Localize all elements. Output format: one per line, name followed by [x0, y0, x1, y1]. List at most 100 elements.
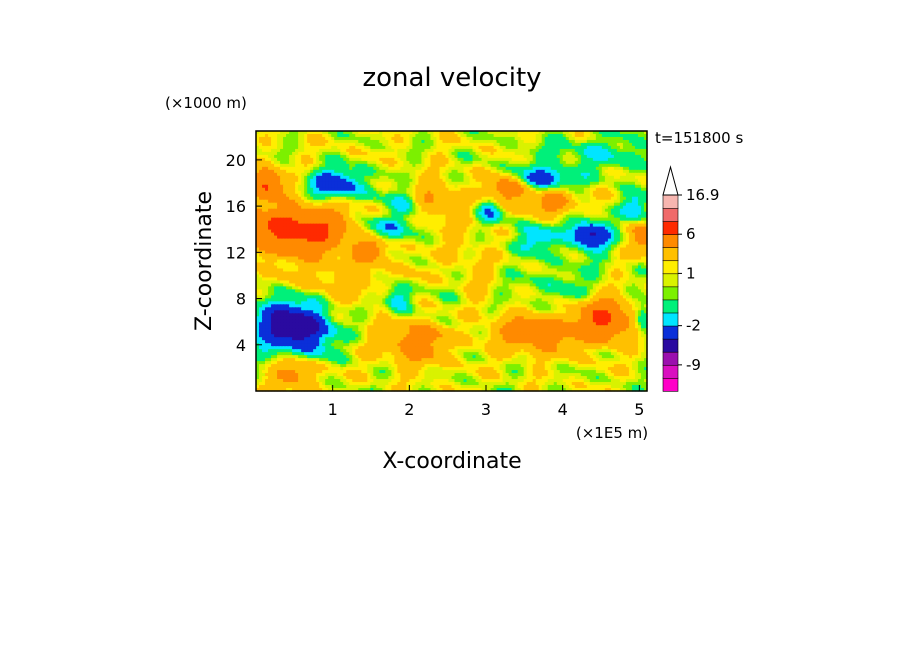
heatmap-cell	[556, 187, 561, 192]
heatmap-cell	[484, 214, 489, 219]
heatmap-cell	[454, 208, 459, 213]
heatmap-cell	[454, 169, 459, 174]
heatmap-cell	[466, 133, 471, 138]
heatmap-cell	[331, 220, 335, 225]
heatmap-cell	[436, 202, 441, 207]
heatmap-cell	[313, 244, 317, 249]
heatmap-cell	[310, 223, 314, 228]
heatmap-cell	[448, 139, 453, 144]
heatmap-cell	[361, 220, 365, 225]
heatmap-cell	[526, 166, 531, 171]
heatmap-cell	[604, 211, 609, 216]
heatmap-cell	[502, 199, 507, 204]
heatmap-cell	[598, 181, 603, 186]
heatmap-cell	[637, 226, 642, 231]
heatmap-cell	[454, 148, 459, 153]
heatmap-cell	[520, 187, 525, 192]
heatmap-cell	[508, 154, 513, 159]
heatmap-cell	[307, 205, 311, 210]
heatmap-cell	[424, 157, 429, 162]
heatmap-cell	[391, 238, 395, 243]
heatmap-cell	[592, 151, 597, 156]
heatmap-cell	[373, 187, 377, 192]
heatmap-cell	[511, 157, 516, 162]
heatmap-cell	[637, 157, 642, 162]
heatmap-cell	[520, 226, 525, 231]
heatmap-cell	[505, 148, 510, 153]
heatmap-cell	[565, 223, 570, 228]
heatmap-cell	[535, 232, 540, 237]
heatmap-cell	[451, 226, 456, 231]
heatmap-cell	[274, 208, 278, 213]
heatmap-cell	[457, 166, 462, 171]
heatmap-cell	[613, 151, 618, 156]
heatmap-cell	[382, 166, 386, 171]
heatmap-cell	[571, 238, 576, 243]
heatmap-cell	[289, 160, 293, 165]
heatmap-cell	[424, 235, 429, 240]
heatmap-cell	[583, 190, 588, 195]
heatmap-cell	[328, 196, 332, 201]
heatmap-cell	[379, 193, 383, 198]
heatmap-cell	[391, 196, 395, 201]
heatmap-cell	[583, 157, 588, 162]
heatmap-cell	[394, 157, 398, 162]
heatmap-cell	[445, 211, 450, 216]
heatmap-cell	[358, 199, 362, 204]
time-label: t=151800 s	[655, 129, 743, 147]
heatmap-cell	[568, 223, 573, 228]
heatmap-cell	[445, 139, 450, 144]
heatmap-cell	[283, 229, 287, 234]
heatmap-cell	[427, 136, 432, 141]
heatmap-cell	[424, 229, 429, 234]
heatmap-cell	[469, 199, 474, 204]
heatmap-cell	[277, 223, 281, 228]
heatmap-cell	[580, 151, 585, 156]
heatmap-cell	[601, 139, 606, 144]
heatmap-cell	[442, 220, 447, 225]
heatmap-cell	[595, 217, 600, 222]
heatmap-cell	[391, 208, 395, 213]
heatmap-cell	[376, 133, 380, 138]
heatmap-cell	[268, 131, 272, 135]
heatmap-cell	[472, 145, 477, 150]
heatmap-cell	[610, 211, 615, 216]
heatmap-cell	[559, 214, 564, 219]
heatmap-cell	[598, 241, 603, 246]
heatmap-cell	[421, 235, 426, 240]
heatmap-cell	[409, 166, 413, 171]
heatmap-cell	[478, 211, 483, 216]
heatmap-cell	[559, 139, 564, 144]
heatmap-cell	[535, 151, 540, 156]
heatmap-cell	[286, 145, 290, 150]
heatmap-cell	[484, 232, 489, 237]
heatmap-cell	[409, 226, 413, 231]
heatmap-cell	[481, 154, 486, 159]
heatmap-cell	[286, 229, 290, 234]
heatmap-cell	[517, 169, 522, 174]
heatmap-cell	[436, 229, 441, 234]
heatmap-cell	[319, 157, 323, 162]
heatmap-cell	[412, 205, 417, 210]
heatmap-cell	[595, 220, 600, 225]
heatmap-cell	[262, 148, 266, 153]
heatmap-cell	[409, 232, 413, 237]
heatmap-cell	[490, 148, 495, 153]
heatmap-cell	[349, 223, 353, 228]
heatmap-cell	[538, 160, 543, 165]
heatmap-cell	[394, 136, 398, 141]
heatmap-cell	[610, 157, 615, 162]
heatmap-cell	[517, 202, 522, 207]
heatmap-cell	[628, 184, 633, 189]
heatmap-cell	[262, 169, 266, 174]
heatmap-cell	[403, 178, 407, 183]
heatmap-cell	[421, 148, 426, 153]
heatmap-cell	[580, 139, 585, 144]
heatmap-cell	[301, 151, 305, 156]
heatmap-cell	[595, 133, 600, 138]
heatmap-cell	[598, 151, 603, 156]
heatmap-cell	[634, 136, 639, 141]
heatmap-cell	[325, 166, 329, 171]
heatmap-cell	[343, 235, 347, 240]
heatmap-cell	[379, 166, 383, 171]
